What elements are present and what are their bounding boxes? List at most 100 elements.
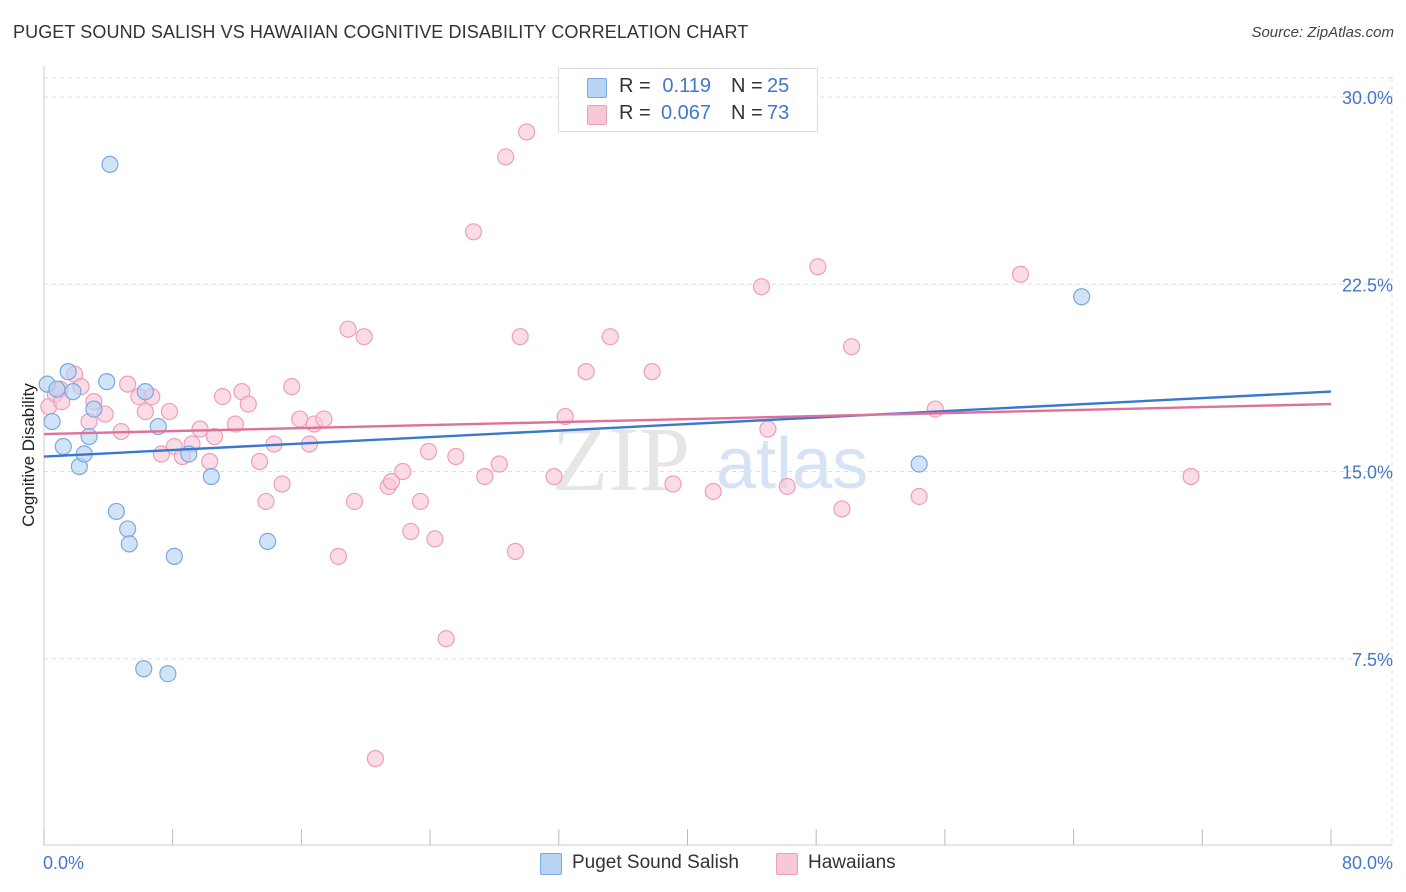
point-hawaiians <box>213 388 232 406</box>
y-tick-label: 7.5% <box>1352 650 1393 670</box>
point-hawaiians <box>926 400 944 418</box>
point-hawaiians <box>556 407 574 426</box>
point-hawaiians <box>119 375 137 393</box>
data-points <box>38 123 1200 768</box>
legend-row-hawaiians: R = 0.067 N = 73 <box>559 102 817 128</box>
legend-r-value: 0.067 <box>660 102 711 124</box>
point-puget-sound-salish <box>101 155 119 174</box>
legend-row-puget: R = 0.119 N = 25 <box>559 75 817 101</box>
point-hawaiians <box>752 278 771 296</box>
point-hawaiians <box>345 492 364 511</box>
point-hawaiians <box>355 328 373 346</box>
series-swatch-blue <box>540 853 562 875</box>
point-puget-sound-salish <box>136 383 154 401</box>
legend-r-label: R = <box>619 102 651 124</box>
point-hawaiians <box>394 462 412 481</box>
point-hawaiians <box>329 547 348 565</box>
x-tick-labels: 0.0% 80.0% <box>43 853 1393 873</box>
point-hawaiians <box>497 148 515 166</box>
y-axis-title: Cognitive Disability <box>19 383 38 527</box>
chart-title: PUGET SOUND SALISH VS HAWAIIAN COGNITIVE… <box>13 22 749 42</box>
point-hawaiians <box>411 492 430 511</box>
y-tick-label: 15.0% <box>1342 463 1393 483</box>
point-hawaiians <box>704 482 722 501</box>
legend-r-value: 0.119 <box>662 75 711 97</box>
x-tick-label-max: 80.0% <box>1342 853 1393 873</box>
y-tick-labels: 7.5% 15.0% 22.5% 30.0% <box>1342 88 1393 670</box>
y-tick-label: 22.5% <box>1342 275 1393 295</box>
point-hawaiians <box>910 487 928 506</box>
point-puget-sound-salish <box>910 455 928 473</box>
point-hawaiians <box>366 750 385 768</box>
point-hawaiians <box>382 472 401 491</box>
point-hawaiians <box>506 542 524 560</box>
watermark-zip: ZIP <box>552 408 690 510</box>
point-puget-sound-salish <box>259 532 277 551</box>
point-puget-sound-salish <box>43 412 61 431</box>
point-puget-sound-salish <box>1073 288 1091 306</box>
point-hawaiians <box>257 492 275 511</box>
source-credit: Source: ZipAtlas.com <box>1251 24 1394 41</box>
point-hawaiians <box>1182 467 1200 486</box>
point-puget-sound-salish <box>98 373 116 391</box>
point-hawaiians <box>759 420 777 438</box>
point-hawaiians <box>136 402 154 421</box>
point-hawaiians <box>490 455 508 473</box>
point-hawaiians <box>239 395 257 413</box>
point-hawaiians <box>437 630 455 648</box>
point-hawaiians <box>1011 265 1030 283</box>
point-hawaiians <box>191 420 209 438</box>
correlation-legend: R = 0.119 N = 25 R = 0.067 N = 73 <box>558 68 818 132</box>
point-hawaiians <box>160 402 179 421</box>
point-hawaiians <box>464 223 483 241</box>
series-label-hawaiians: Hawaiians <box>808 852 896 873</box>
x-tick-label-min: 0.0% <box>43 853 84 873</box>
series-label-puget: Puget Sound Salish <box>572 852 739 873</box>
point-puget-sound-salish <box>120 535 138 553</box>
legend-swatch-blue <box>587 78 607 98</box>
trend-lines <box>43 390 1332 458</box>
trend-line-hawaiians <box>43 402 1332 436</box>
point-puget-sound-salish <box>119 520 137 538</box>
legend-n-label: N = <box>731 102 763 124</box>
legend-swatch-pink <box>587 105 607 125</box>
point-hawaiians <box>601 328 619 346</box>
point-puget-sound-salish <box>64 383 82 401</box>
legend-n-value: 73 <box>767 102 790 124</box>
point-hawaiians <box>833 500 851 518</box>
point-hawaiians <box>476 467 494 486</box>
point-hawaiians <box>447 447 465 466</box>
point-hawaiians <box>809 258 827 276</box>
point-hawaiians <box>842 338 861 356</box>
point-hawaiians <box>250 452 269 471</box>
y-tick-label: 30.0% <box>1342 88 1393 108</box>
point-hawaiians <box>518 123 536 141</box>
point-hawaiians <box>205 427 224 446</box>
point-puget-sound-salish <box>59 363 77 381</box>
point-hawaiians <box>315 410 333 428</box>
point-puget-sound-salish <box>80 427 98 446</box>
point-puget-sound-salish <box>135 660 153 678</box>
point-puget-sound-salish <box>202 467 220 486</box>
series-swatch-pink <box>776 853 798 875</box>
point-hawaiians <box>664 475 682 493</box>
series-legend: Puget Sound Salish Hawaiians <box>0 852 1406 878</box>
point-hawaiians <box>201 452 219 471</box>
point-hawaiians <box>402 522 420 541</box>
point-hawaiians <box>226 415 245 433</box>
point-puget-sound-salish <box>85 400 103 418</box>
point-hawaiians <box>273 475 291 493</box>
trend-line-puget-sound-salish <box>43 390 1332 458</box>
point-hawaiians <box>643 363 661 381</box>
point-hawaiians <box>339 320 357 338</box>
point-hawaiians <box>426 530 444 548</box>
legend-n-label: N = <box>731 75 763 97</box>
point-hawaiians <box>291 410 309 428</box>
point-puget-sound-salish <box>107 502 125 521</box>
point-puget-sound-salish <box>165 547 183 565</box>
point-hawaiians <box>419 442 438 461</box>
legend-r-label: R = <box>619 75 651 97</box>
point-hawaiians <box>283 378 301 396</box>
legend-n-value: 25 <box>767 75 790 97</box>
